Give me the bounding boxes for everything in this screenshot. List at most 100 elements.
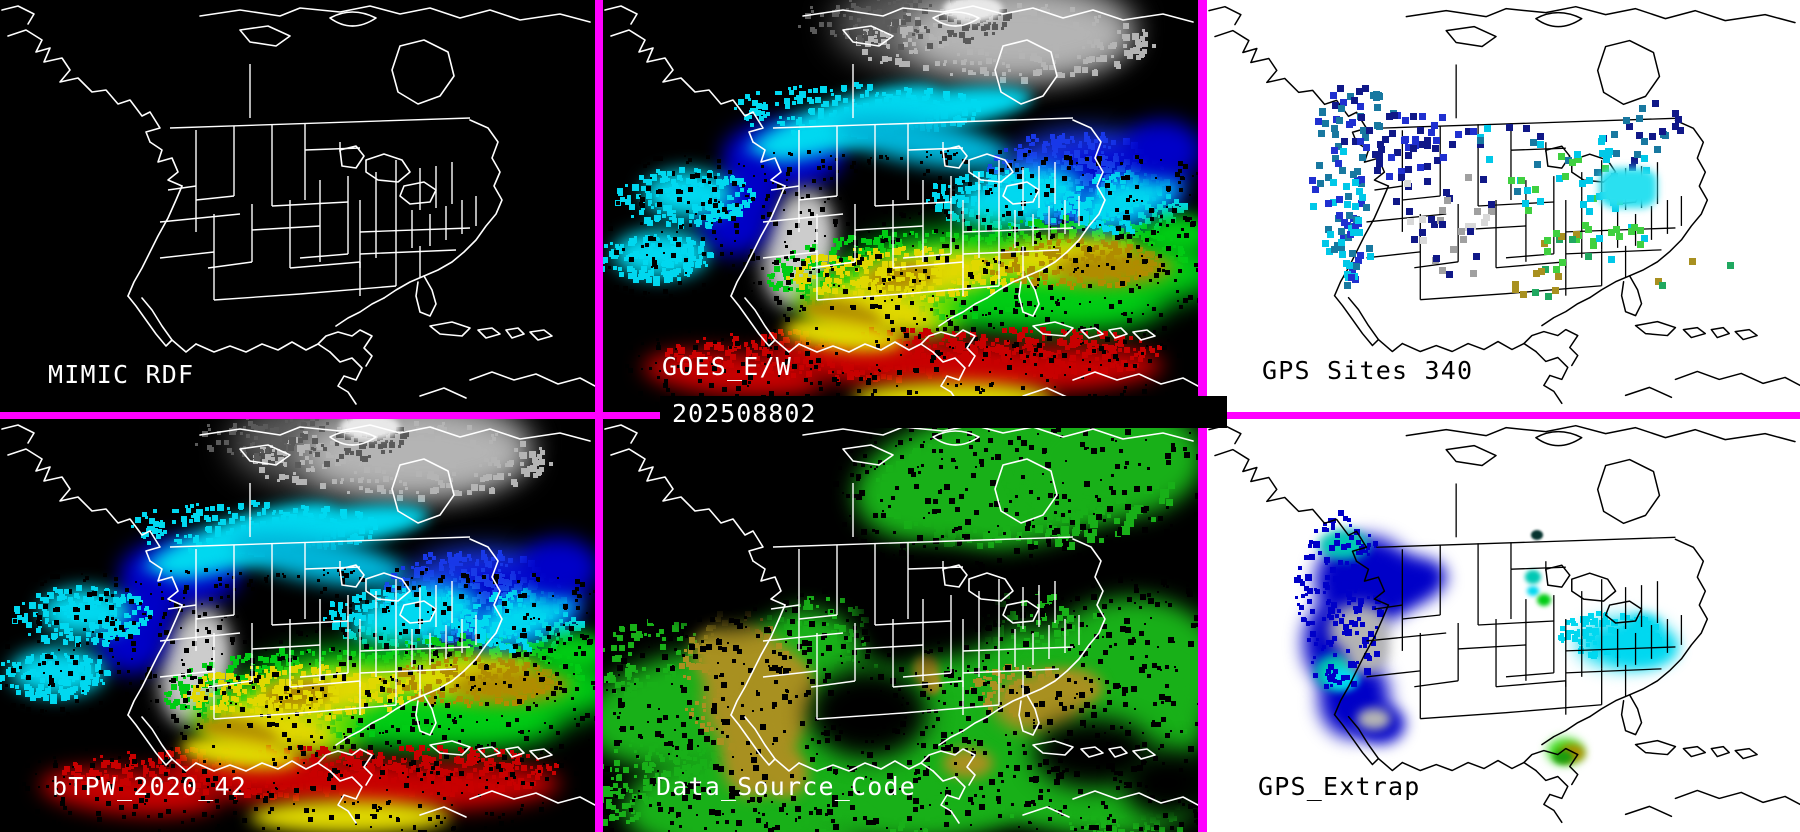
- gps-site-marker: [1386, 173, 1394, 181]
- gps-site-marker: [1322, 119, 1330, 127]
- cloud-speckle: [898, 43, 902, 47]
- gps-site-marker: [1578, 180, 1586, 188]
- panel-mimic-rdf[interactable]: MIMIC RDF: [0, 0, 595, 412]
- jet-speckle: [903, 87, 908, 92]
- gps-site-marker: [1351, 179, 1359, 187]
- jet-speckle: [914, 111, 921, 118]
- panel-gps-sites[interactable]: GPS Sites 340: [1207, 0, 1800, 412]
- panel-goes-ew[interactable]: GOES_E/W: [603, 0, 1198, 412]
- cloud-speckle: [975, 44, 980, 49]
- gps-site-marker: [1534, 161, 1542, 169]
- gps-site-marker: [1358, 114, 1366, 122]
- gps-site-marker: [1345, 120, 1353, 128]
- jet-speckle: [749, 109, 754, 114]
- cloud-speckle: [902, 7, 907, 12]
- cloud-speckle: [1081, 46, 1085, 50]
- cloud-speckle: [1086, 40, 1091, 45]
- jet-speckle: [857, 104, 863, 110]
- cloud-speckle: [1107, 45, 1112, 50]
- jet-speckle: [831, 121, 835, 125]
- gps-site-marker: [1322, 239, 1330, 247]
- cloud-speckle: [980, 66, 988, 74]
- cloud-speckle: [879, 60, 883, 64]
- cloud-speckle: [919, 24, 924, 29]
- jet-speckle: [833, 110, 838, 115]
- cloud-speckle: [978, 60, 982, 65]
- cloud-speckle: [977, 23, 981, 27]
- cloud-speckle: [887, 1, 891, 5]
- cloud-speckle: [988, 34, 994, 40]
- cloud-speckle: [1014, 32, 1018, 36]
- cloud-speckle: [993, 59, 997, 63]
- gps-site-marker: [1598, 135, 1606, 143]
- jet-speckle: [962, 98, 966, 102]
- cloud-speckle: [879, 31, 886, 38]
- cloud-speckle: [960, 59, 966, 65]
- cloud-speckle: [983, 71, 989, 77]
- cloud-speckle: [1139, 35, 1145, 41]
- jet-speckle: [777, 120, 781, 124]
- panel-btpw[interactable]: bTPW_2020_42: [0, 418, 595, 832]
- cloud-speckle: [812, 28, 818, 34]
- cloud-speckle: [1010, 42, 1017, 49]
- cloud-speckle: [1082, 66, 1087, 71]
- jet-speckle: [784, 97, 791, 104]
- gps-site-marker: [1356, 137, 1364, 145]
- gps-site-marker: [1518, 177, 1526, 185]
- cloud-speckle: [994, 44, 998, 48]
- gps-site-marker: [1470, 270, 1478, 278]
- jet-speckle: [748, 98, 752, 102]
- gps-site-marker: [1419, 141, 1427, 149]
- cloud-speckle: [972, 72, 976, 76]
- jet-speckle: [753, 108, 759, 114]
- gps-site-marker: [1343, 182, 1351, 190]
- gps-site-marker: [1537, 140, 1545, 148]
- cloud-speckle: [884, 15, 888, 18]
- jet-speckle: [919, 113, 925, 119]
- cloud-speckle: [892, 18, 900, 26]
- jet-speckle: [798, 85, 802, 89]
- jet-speckle: [892, 96, 900, 104]
- gps-site-marker: [1522, 200, 1530, 208]
- cloud-speckle: [899, 61, 906, 68]
- cloud-speckle: [1025, 8, 1032, 15]
- gps-site-marker: [1317, 180, 1325, 188]
- gps-site-marker: [1423, 163, 1431, 171]
- gps-site-marker: [1658, 128, 1666, 136]
- cloud-speckle: [1113, 60, 1120, 67]
- cloud-speckle: [937, 35, 943, 41]
- cloud-speckle: [895, 58, 903, 66]
- cloud-speckle: [866, 7, 871, 12]
- gps-site-marker: [1544, 237, 1552, 245]
- cloud-speckle: [1044, 4, 1048, 8]
- gps-site-marker: [1473, 207, 1481, 215]
- gps-site-marker: [1336, 117, 1344, 125]
- cloud-speckle: [1136, 41, 1143, 48]
- cloud-speckle: [992, 71, 997, 76]
- gps-site-marker: [1403, 179, 1411, 187]
- cloud-speckle: [904, 15, 911, 22]
- cloud-speckle: [1096, 57, 1102, 63]
- cloud-speckle: [810, 6, 814, 10]
- gps-site-marker: [1312, 186, 1320, 194]
- cloud-speckle: [1151, 44, 1156, 49]
- cloud-speckle: [907, 38, 912, 43]
- cloud-speckle: [898, 43, 904, 50]
- jet-speckle: [972, 100, 980, 108]
- jet-speckle: [801, 130, 806, 135]
- cloud-speckle: [1122, 44, 1127, 49]
- cloud-speckle: [877, 8, 883, 14]
- gps-site-marker: [1639, 105, 1647, 113]
- gps-site-marker: [1423, 177, 1431, 185]
- gps-site-marker: [1537, 267, 1545, 275]
- gps-site-marker: [1607, 255, 1615, 263]
- cloud-speckle: [1032, 7, 1037, 12]
- jet-speckle: [756, 102, 762, 109]
- jet-speckle: [818, 129, 824, 135]
- panel-label-gps-sites: GPS Sites 340: [1262, 356, 1474, 385]
- cloud-speckle: [982, 35, 989, 42]
- tpw-field-goes: [603, 0, 1198, 412]
- cloud-speckle: [1133, 46, 1141, 54]
- gps-site-marker: [1331, 147, 1339, 155]
- gps-site-marker: [1410, 145, 1418, 153]
